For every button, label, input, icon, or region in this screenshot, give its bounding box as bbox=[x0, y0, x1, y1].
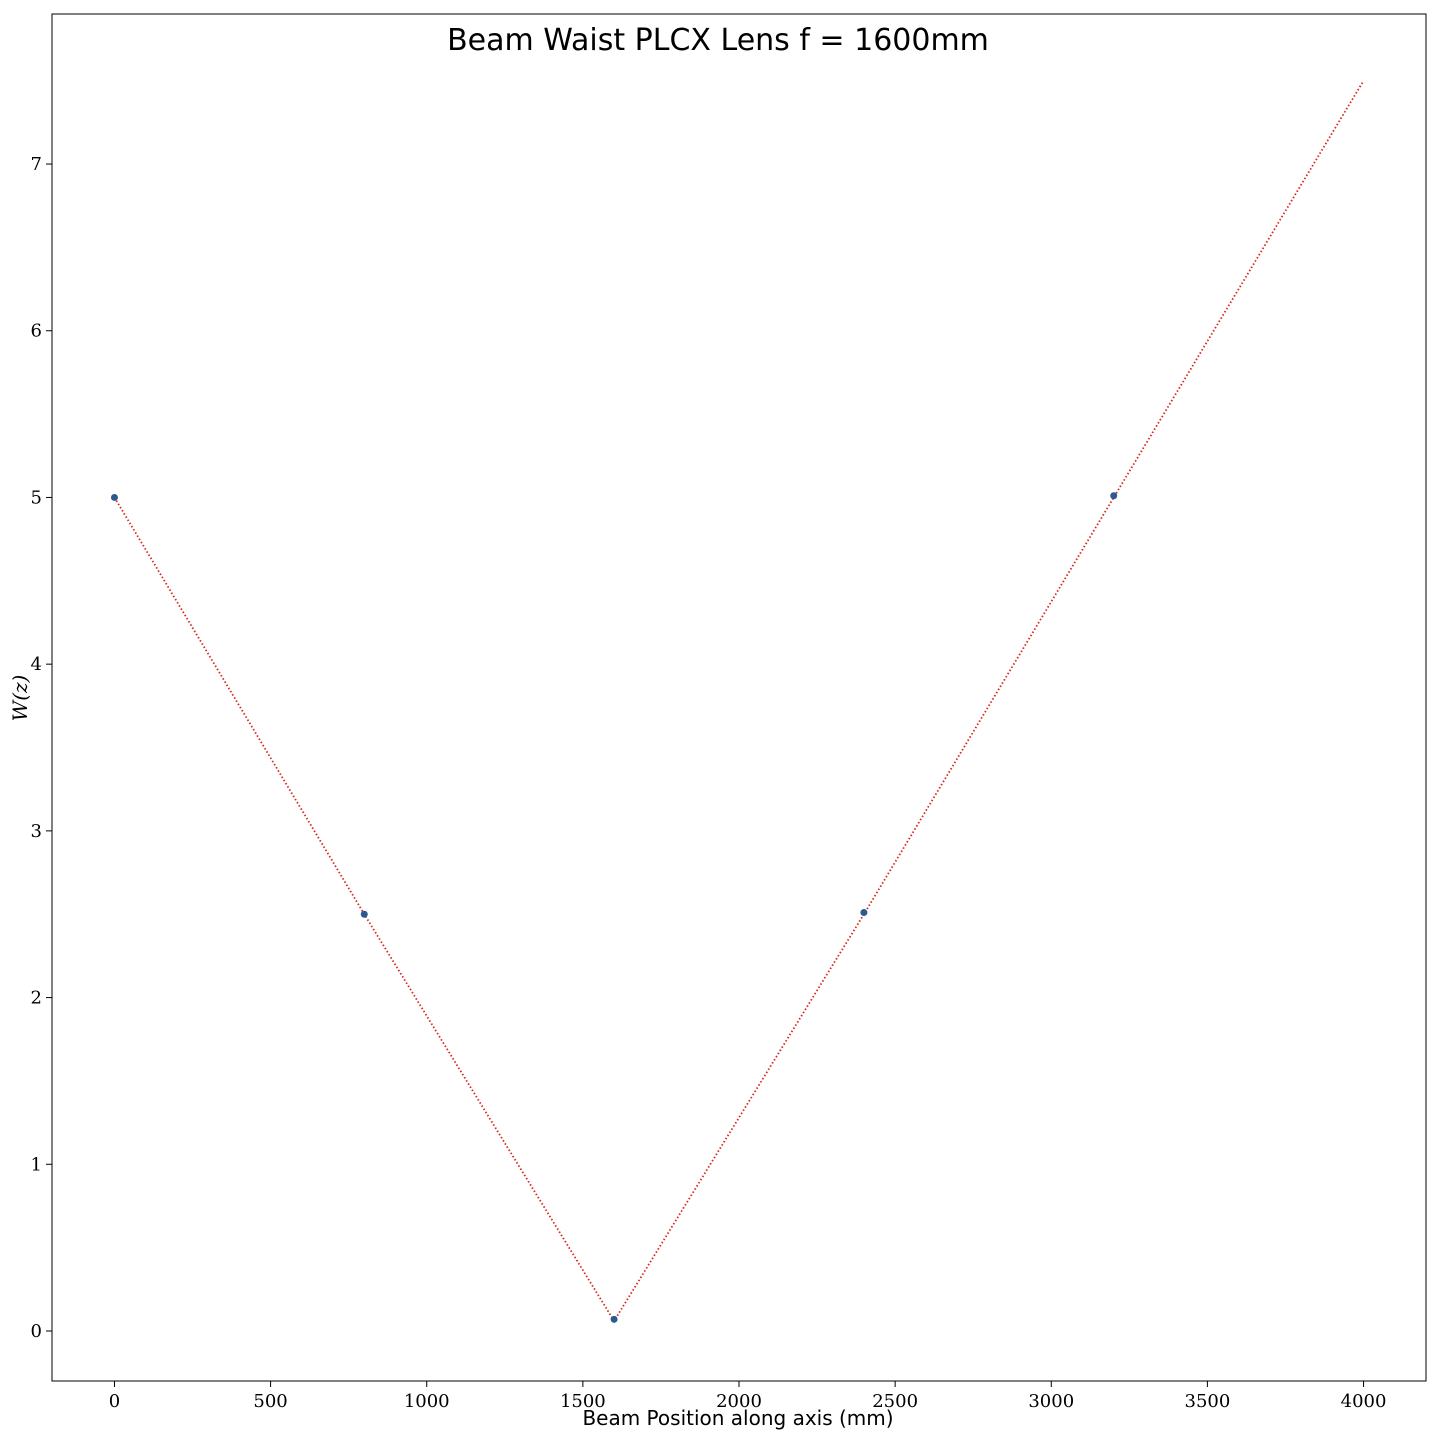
data-point bbox=[360, 910, 368, 918]
x-tick-label: 1500 bbox=[560, 1391, 606, 1412]
y-axis-label: W(z) bbox=[8, 675, 32, 722]
plot-frame bbox=[51, 13, 1427, 1382]
x-tick-label: 3000 bbox=[1028, 1391, 1074, 1412]
x-tick-label: 500 bbox=[253, 1391, 287, 1412]
x-axis-label: Beam Position along axis (mm) bbox=[582, 1406, 893, 1430]
y-tick-label: 0 bbox=[31, 1321, 42, 1342]
x-tick-label: 2500 bbox=[872, 1391, 918, 1412]
data-point bbox=[610, 1315, 618, 1323]
x-axis-ticks: 0 500 1000 1500 2000 2500 3000 3500 4000 bbox=[109, 1381, 1387, 1412]
data-point bbox=[860, 909, 868, 917]
y-tick-label: 3 bbox=[31, 821, 42, 842]
y-tick-label: 2 bbox=[31, 988, 42, 1009]
x-tick-label: 1000 bbox=[404, 1391, 450, 1412]
y-tick-label: 5 bbox=[31, 487, 42, 508]
series-layer bbox=[110, 80, 1365, 1323]
x-tick-label: 3500 bbox=[1185, 1391, 1231, 1412]
fit-line bbox=[113, 80, 1365, 1323]
y-tick-label: 1 bbox=[31, 1154, 42, 1175]
data-point bbox=[1110, 492, 1118, 500]
x-tick-label: 0 bbox=[109, 1391, 120, 1412]
chart-title: Beam Waist PLCX Lens f = 1600mm bbox=[447, 23, 989, 58]
y-tick-label: 7 bbox=[31, 154, 42, 175]
x-tick-label: 4000 bbox=[1341, 1391, 1387, 1412]
x-tick-label: 2000 bbox=[716, 1391, 762, 1412]
y-axis-ticks: 0 1 2 3 4 5 6 7 bbox=[31, 154, 52, 1342]
y-tick-label: 6 bbox=[31, 321, 42, 342]
y-tick-label: 4 bbox=[31, 654, 42, 675]
data-point bbox=[110, 493, 118, 501]
